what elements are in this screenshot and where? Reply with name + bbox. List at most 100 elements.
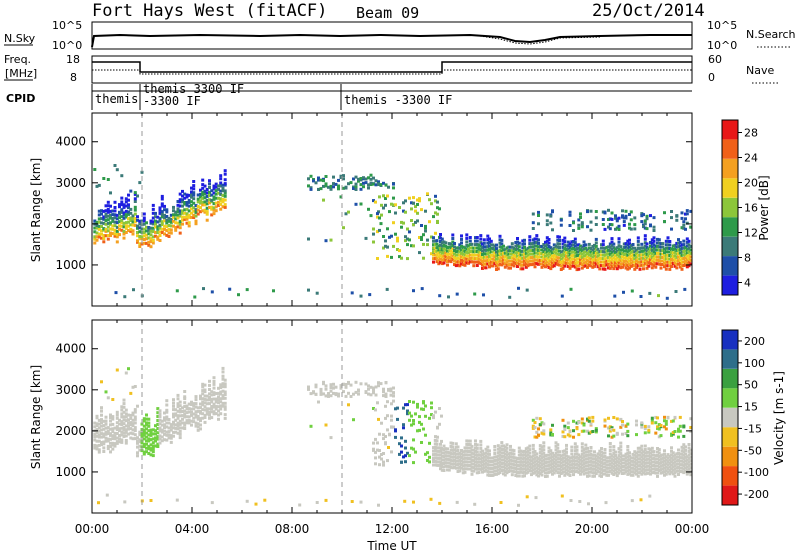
echo-cell [495,243,498,247]
echo-cell [586,259,589,262]
echo-cell [586,457,589,461]
echo-cell [254,502,258,506]
echo-cell [608,466,612,470]
echo-cell [406,257,409,261]
echo-cell [468,453,472,457]
echo-cell [566,462,570,466]
echo-cell [647,430,651,434]
echo-cell [589,456,593,460]
power-cells [93,164,693,300]
echo-cell [479,457,483,461]
echo-cell [424,404,427,408]
echo-cell [540,421,544,425]
echo-cell [561,256,565,260]
echo-cell [610,217,614,221]
echo-cell [556,238,560,242]
echo-cell [670,449,673,453]
echo-cell [481,470,484,474]
echo-cell [568,213,572,217]
echo-cell [659,266,663,270]
echo-cell [484,451,488,455]
echo-cell [444,251,448,255]
echo-cell [120,203,124,207]
echo-cell [219,412,223,416]
echo-cell [470,455,474,459]
echo-cell [687,453,691,457]
echo-cell [505,246,509,250]
echo-cell [582,250,586,254]
echo-cell [183,423,187,427]
echo-cell [600,447,603,450]
echo-cell [402,426,405,430]
echo-cell [382,246,385,250]
echo-cell [538,259,542,262]
echo-cell [384,239,387,243]
echo-cell [475,450,479,454]
echo-cell [444,454,448,458]
echo-cell [558,460,561,464]
echo-cell [545,239,549,243]
echo-cell [329,386,333,390]
echo-cell [465,442,469,446]
echo-cell [593,243,596,247]
echo-cell [111,417,115,421]
echo-cell [187,407,191,411]
echo-cell [629,258,633,261]
echo-cell [561,460,565,464]
echo-cell [102,427,106,431]
echo-cell [470,256,474,260]
echo-cell [521,242,525,246]
echo-cell [387,388,390,392]
echo-cell [187,213,191,217]
echo-cell [460,262,463,266]
echo-cell [621,472,624,475]
echo-cell [551,210,554,214]
beam-label: Beam 09 [356,4,419,22]
echo-cell [187,221,191,225]
echo-cell [194,402,198,406]
echo-cell [544,254,547,258]
echo-cell [120,438,124,442]
echo-cell [444,461,448,465]
echo-cell [509,462,512,466]
echo-cell [208,383,211,387]
echo-cell [554,251,558,255]
echo-cell [589,430,593,434]
echo-cell [307,237,310,241]
echo-cell [199,417,202,421]
echo-cell [196,409,200,413]
echo-cell [154,436,157,440]
echo-cell [624,209,628,213]
echo-cell [165,430,169,434]
echo-cell [223,191,227,195]
echo-cell [528,249,532,253]
echo-cell [617,457,621,461]
echo-cell [100,232,103,236]
echo-cell [322,382,325,386]
echo-cell [624,456,628,460]
echo-cell [525,288,529,292]
echo-cell [418,420,421,424]
echo-cell [561,259,565,263]
echo-cell [344,383,348,386]
echo-cell [100,443,103,447]
echo-cell [118,437,121,441]
echo-cell [589,254,593,257]
echo-cell [507,245,511,249]
echo-cell [199,406,202,410]
echo-cell [538,461,542,465]
echo-cell [394,232,397,236]
echo-cell [608,445,612,449]
echo-cell [113,164,117,167]
echo-cell [329,394,333,398]
echo-cell [482,262,486,266]
station-title: Fort Hays West (fitACF) [92,1,327,21]
echo-cell [378,449,381,452]
echo-cell [640,469,644,473]
echo-cell [631,466,635,470]
echo-cell [615,263,619,267]
echo-cell [127,424,130,428]
echo-cell [635,458,638,462]
echo-cell [488,459,491,463]
echo-cell [93,235,97,239]
